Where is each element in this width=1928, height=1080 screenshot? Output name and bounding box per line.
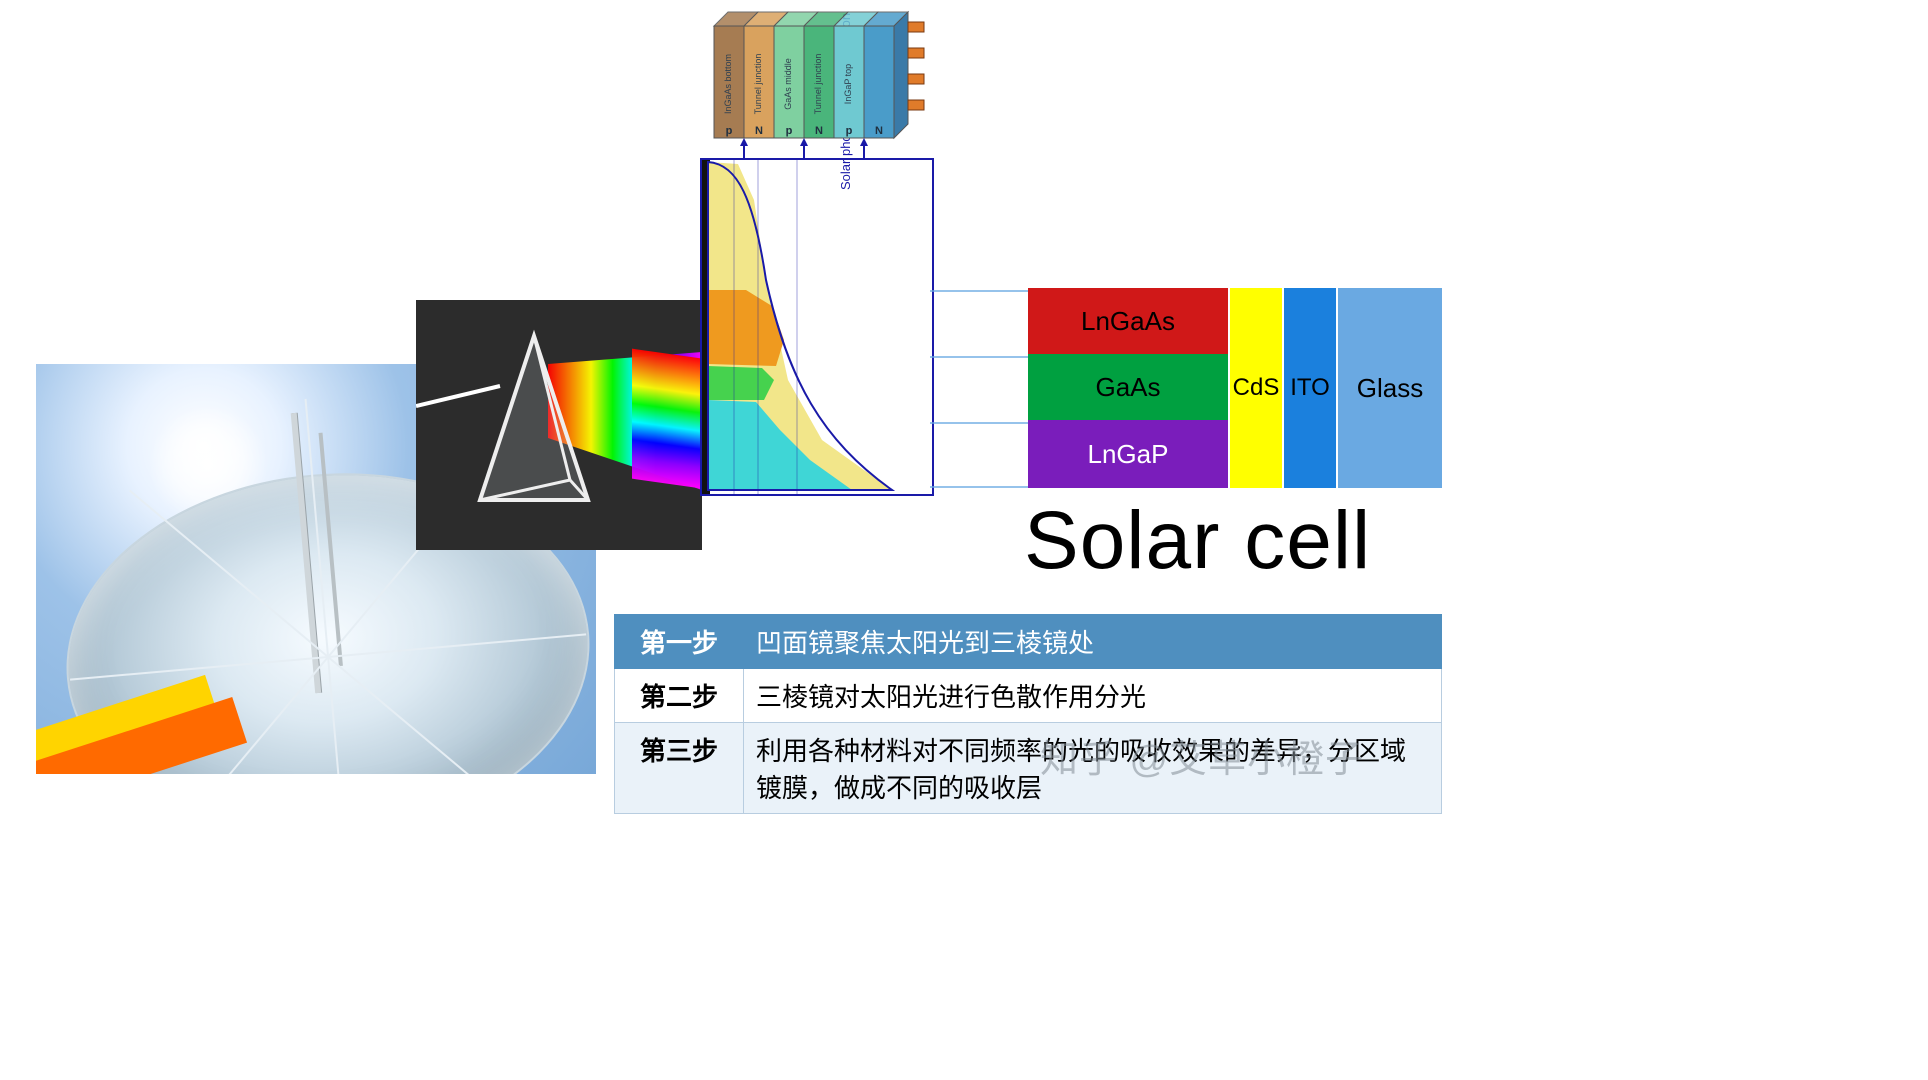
watermark: 知乎 @艾草小橙子 [1040, 728, 1364, 783]
spectrum-svg [702, 160, 932, 494]
step-label: 第三步 [615, 723, 744, 814]
svg-text:N: N [815, 125, 823, 137]
step-label: 第一步 [615, 615, 744, 669]
layer-lngap: LnGaP [1028, 420, 1228, 488]
svg-text:p: p [726, 125, 733, 137]
layer-glass: Glass [1338, 288, 1442, 488]
layer-ito: ITO [1284, 288, 1336, 488]
svg-text:p: p [846, 125, 853, 137]
slide-title: Solar cell [1024, 494, 1371, 588]
svg-text:p: p [786, 125, 793, 137]
step-text: 三棱镜对太阳光进行色散作用分光 [744, 669, 1442, 723]
svg-text:InGaP top: InGaP top [843, 64, 853, 104]
layer-cds: CdS [1230, 288, 1282, 488]
svg-text:GaAs middle: GaAs middle [783, 58, 793, 110]
svg-text:N: N [875, 125, 883, 137]
layer-gaas: GaAs [1028, 354, 1228, 420]
svg-text:Tunnel junction: Tunnel junction [753, 54, 763, 115]
step-text: 凹面镜聚焦太阳光到三棱镜处 [744, 615, 1442, 669]
multijunction-cell: InGaAs bottom p Tunnel junction N GaAs middl… [704, 6, 934, 166]
spectrum-graph [700, 158, 934, 496]
svg-text:N: N [755, 125, 763, 137]
svg-text:Tunnel junction: Tunnel junction [813, 54, 823, 115]
layer-lngaas: LnGaAs [1028, 288, 1228, 354]
step-label: 第二步 [615, 669, 744, 723]
steps-table: 第一步凹面镜聚焦太阳光到三棱镜处第二步三棱镜对太阳光进行色散作用分光第三步利用各… [614, 614, 1442, 814]
svg-text:InGaAs bottom: InGaAs bottom [723, 54, 733, 114]
